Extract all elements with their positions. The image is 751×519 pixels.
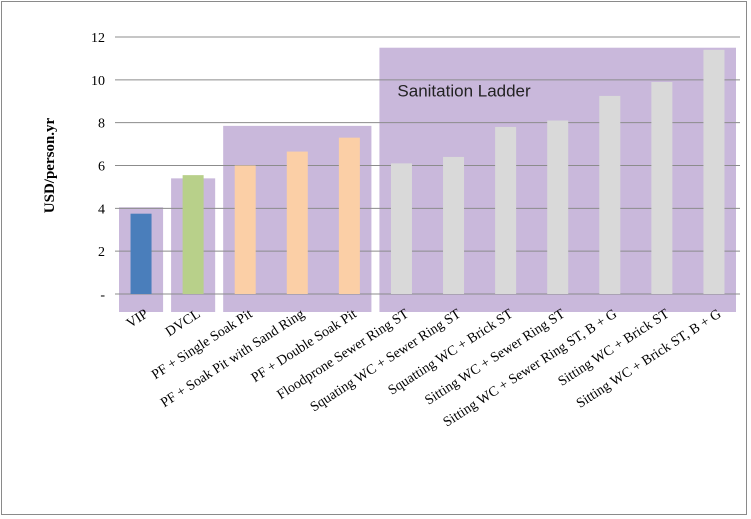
y-tick-5: 10 (91, 74, 105, 89)
bar-0 (130, 213, 152, 294)
y-tick-4: 8 (98, 117, 105, 132)
bar-11 (703, 49, 725, 294)
y-tick-labels: - 2 4 6 8 10 12 (91, 31, 105, 303)
bar-5 (390, 163, 412, 294)
y-axis-label: USD/person.yr (42, 117, 58, 213)
bar-4 (338, 137, 360, 294)
y-tick-1: 2 (98, 245, 105, 260)
bars (130, 49, 725, 295)
y-tick-3: 6 (98, 160, 105, 175)
bar-3 (286, 151, 308, 294)
gridlines (115, 36, 740, 295)
bar-10 (651, 81, 673, 294)
y-tick-6: 12 (91, 31, 105, 46)
bar-2 (234, 165, 256, 294)
y-tick-0: - (100, 288, 105, 303)
sanitation-ladder-annotation: Sanitation Ladder (397, 82, 531, 101)
bar-6 (443, 156, 465, 294)
bar-8 (547, 120, 569, 295)
y-tick-2: 4 (98, 202, 105, 217)
bar-7 (495, 126, 517, 294)
bar-9 (599, 95, 621, 294)
bar-1 (182, 175, 204, 294)
